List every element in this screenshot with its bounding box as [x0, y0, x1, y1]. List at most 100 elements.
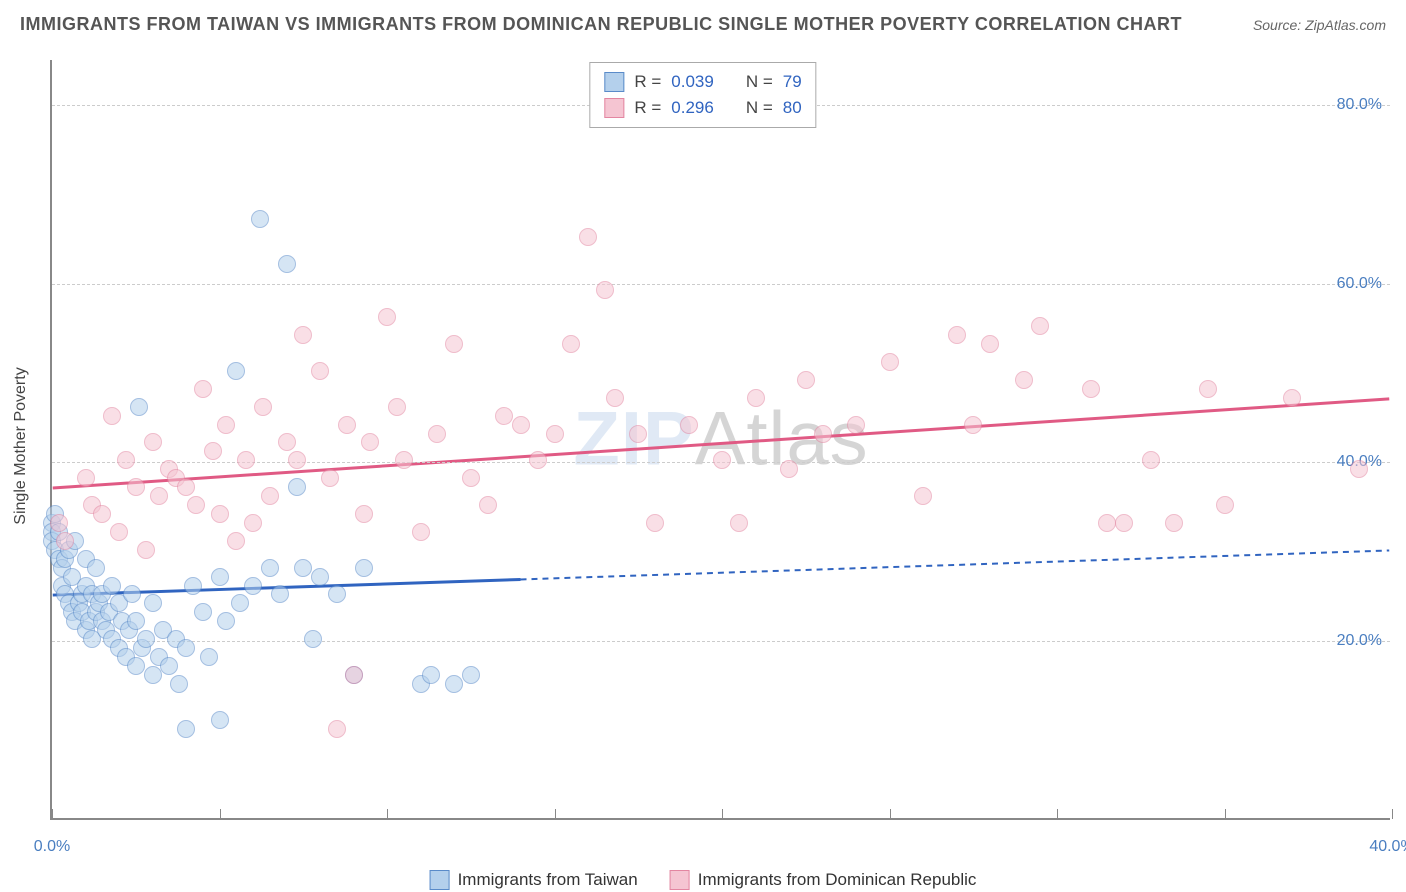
data-point [1165, 514, 1183, 532]
x-tick-label: 40.0% [1369, 838, 1406, 856]
data-point [93, 505, 111, 523]
data-point [170, 675, 188, 693]
data-point [412, 523, 430, 541]
data-point [261, 487, 279, 505]
data-point [321, 469, 339, 487]
data-point [211, 711, 229, 729]
legend-swatch [604, 72, 624, 92]
legend-stats-box: R =0.039N =79R =0.296N =80 [589, 62, 816, 128]
data-point [395, 451, 413, 469]
data-point [1015, 371, 1033, 389]
data-point [328, 585, 346, 603]
data-point [127, 657, 145, 675]
legend-item: Immigrants from Dominican Republic [670, 870, 977, 890]
data-point [445, 335, 463, 353]
data-point [428, 425, 446, 443]
data-point [948, 326, 966, 344]
data-point [713, 451, 731, 469]
x-tick [1225, 809, 1226, 819]
data-point [562, 335, 580, 353]
y-axis-label: Single Mother Poverty [12, 367, 30, 524]
data-point [137, 630, 155, 648]
data-point [328, 720, 346, 738]
data-point [50, 514, 68, 532]
data-point [137, 541, 155, 559]
data-point [261, 559, 279, 577]
data-point [606, 389, 624, 407]
data-point [355, 559, 373, 577]
data-point [217, 416, 235, 434]
data-point [211, 505, 229, 523]
data-point [271, 585, 289, 603]
x-tick [220, 809, 221, 819]
data-point [1283, 389, 1301, 407]
plot-area: ZIPAtlas 20.0%40.0%60.0%80.0%0.0%40.0% [50, 60, 1390, 820]
data-point [177, 720, 195, 738]
data-point [110, 523, 128, 541]
data-point [311, 362, 329, 380]
data-point [177, 478, 195, 496]
data-point [244, 577, 262, 595]
regression-line [53, 399, 1389, 488]
data-point [1098, 514, 1116, 532]
data-point [730, 514, 748, 532]
data-point [127, 478, 145, 496]
data-point [747, 389, 765, 407]
data-point [1216, 496, 1234, 514]
data-point [184, 577, 202, 595]
data-point [150, 487, 168, 505]
legend-swatch [604, 98, 624, 118]
data-point [596, 281, 614, 299]
data-point [814, 425, 832, 443]
data-point [1199, 380, 1217, 398]
data-point [123, 585, 141, 603]
data-point [1031, 317, 1049, 335]
y-axis-label-wrap: Single Mother Poverty [6, 0, 36, 892]
stat-n-label: N = [746, 95, 773, 121]
data-point [103, 577, 121, 595]
data-point [361, 433, 379, 451]
data-point [881, 353, 899, 371]
data-point [56, 532, 74, 550]
data-point [1350, 460, 1368, 478]
stat-r-value: 0.296 [671, 95, 714, 121]
data-point [529, 451, 547, 469]
data-point [462, 666, 480, 684]
data-point [160, 657, 178, 675]
gridline-h [52, 641, 1390, 642]
data-point [103, 407, 121, 425]
data-point [378, 308, 396, 326]
y-tick-label: 20.0% [1337, 632, 1382, 650]
data-point [579, 228, 597, 246]
data-point [194, 380, 212, 398]
data-point [251, 210, 269, 228]
data-point [495, 407, 513, 425]
data-point [1142, 451, 1160, 469]
x-tick [1057, 809, 1058, 819]
data-point [388, 398, 406, 416]
data-point [422, 666, 440, 684]
stat-n-label: N = [746, 69, 773, 95]
header: IMMIGRANTS FROM TAIWAN VS IMMIGRANTS FRO… [20, 14, 1386, 35]
data-point [187, 496, 205, 514]
stat-r-label: R = [634, 95, 661, 121]
data-point [462, 469, 480, 487]
data-point [144, 594, 162, 612]
legend-bottom: Immigrants from TaiwanImmigrants from Do… [430, 870, 977, 890]
data-point [1115, 514, 1133, 532]
data-point [294, 559, 312, 577]
data-point [964, 416, 982, 434]
data-point [629, 425, 647, 443]
data-point [254, 398, 272, 416]
x-tick-label: 0.0% [34, 838, 70, 856]
legend-swatch [670, 870, 690, 890]
data-point [345, 666, 363, 684]
data-point [144, 433, 162, 451]
legend-swatch [430, 870, 450, 890]
data-point [546, 425, 564, 443]
data-point [311, 568, 329, 586]
stat-r-value: 0.039 [671, 69, 714, 95]
data-point [512, 416, 530, 434]
data-point [479, 496, 497, 514]
data-point [130, 398, 148, 416]
